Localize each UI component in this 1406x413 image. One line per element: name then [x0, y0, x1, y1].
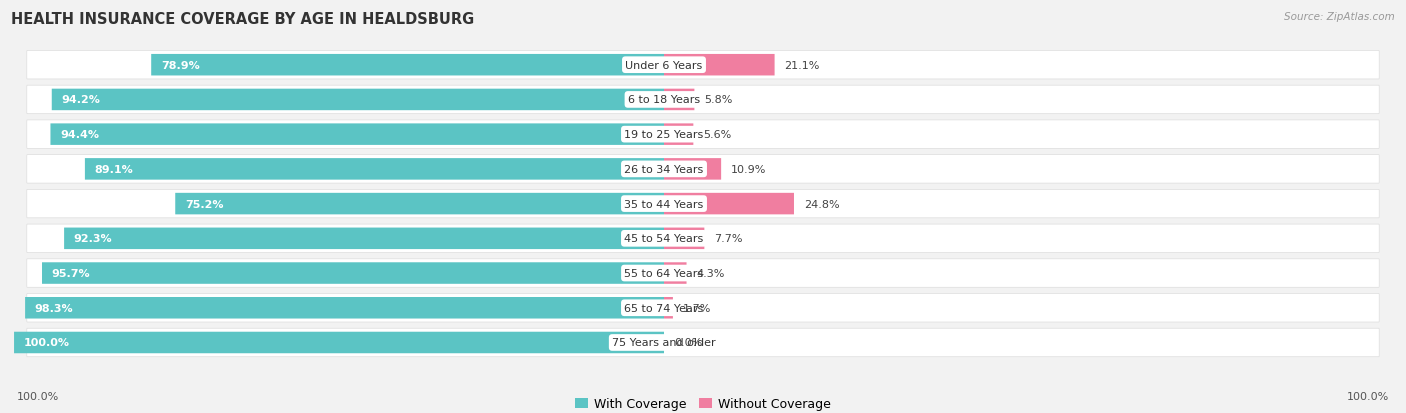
Text: 5.8%: 5.8% [704, 95, 733, 105]
FancyBboxPatch shape [52, 90, 664, 111]
Text: 6 to 18 Years: 6 to 18 Years [628, 95, 700, 105]
FancyBboxPatch shape [27, 259, 1379, 287]
FancyBboxPatch shape [664, 228, 704, 249]
FancyBboxPatch shape [176, 193, 664, 215]
Text: 5.6%: 5.6% [703, 130, 731, 140]
Text: 4.3%: 4.3% [696, 268, 724, 278]
Text: 0.0%: 0.0% [673, 338, 702, 348]
Text: Source: ZipAtlas.com: Source: ZipAtlas.com [1284, 12, 1395, 22]
FancyBboxPatch shape [664, 124, 693, 145]
FancyBboxPatch shape [664, 90, 695, 111]
Text: 1.7%: 1.7% [683, 303, 711, 313]
Text: 55 to 64 Years: 55 to 64 Years [624, 268, 703, 278]
Text: 100.0%: 100.0% [24, 338, 70, 348]
Legend: With Coverage, Without Coverage: With Coverage, Without Coverage [571, 392, 835, 413]
FancyBboxPatch shape [664, 193, 794, 215]
FancyBboxPatch shape [664, 55, 775, 76]
Text: 65 to 74 Years: 65 to 74 Years [624, 303, 703, 313]
FancyBboxPatch shape [27, 225, 1379, 253]
FancyBboxPatch shape [152, 55, 664, 76]
Text: 94.4%: 94.4% [60, 130, 100, 140]
Text: 7.7%: 7.7% [714, 234, 742, 244]
FancyBboxPatch shape [664, 297, 673, 319]
Text: 45 to 54 Years: 45 to 54 Years [624, 234, 703, 244]
FancyBboxPatch shape [27, 86, 1379, 114]
FancyBboxPatch shape [14, 332, 664, 354]
Text: 94.2%: 94.2% [62, 95, 100, 105]
Text: 100.0%: 100.0% [1347, 391, 1389, 401]
FancyBboxPatch shape [27, 121, 1379, 149]
Text: 98.3%: 98.3% [35, 303, 73, 313]
Text: 75 Years and older: 75 Years and older [612, 338, 716, 348]
FancyBboxPatch shape [27, 51, 1379, 80]
Text: 10.9%: 10.9% [731, 164, 766, 174]
FancyBboxPatch shape [65, 228, 664, 249]
FancyBboxPatch shape [25, 297, 664, 319]
FancyBboxPatch shape [42, 263, 664, 284]
FancyBboxPatch shape [27, 294, 1379, 322]
FancyBboxPatch shape [84, 159, 664, 180]
Text: 19 to 25 Years: 19 to 25 Years [624, 130, 703, 140]
Text: 75.2%: 75.2% [186, 199, 224, 209]
FancyBboxPatch shape [27, 328, 1379, 357]
Text: Under 6 Years: Under 6 Years [626, 61, 703, 71]
Text: 21.1%: 21.1% [785, 61, 820, 71]
FancyBboxPatch shape [664, 159, 721, 180]
Text: 35 to 44 Years: 35 to 44 Years [624, 199, 703, 209]
FancyBboxPatch shape [27, 155, 1379, 184]
FancyBboxPatch shape [27, 190, 1379, 218]
Text: 100.0%: 100.0% [17, 391, 59, 401]
Text: HEALTH INSURANCE COVERAGE BY AGE IN HEALDSBURG: HEALTH INSURANCE COVERAGE BY AGE IN HEAL… [11, 12, 474, 27]
Text: 78.9%: 78.9% [160, 61, 200, 71]
FancyBboxPatch shape [664, 263, 686, 284]
Text: 26 to 34 Years: 26 to 34 Years [624, 164, 703, 174]
FancyBboxPatch shape [51, 124, 664, 145]
Text: 95.7%: 95.7% [52, 268, 90, 278]
Text: 89.1%: 89.1% [94, 164, 134, 174]
Text: 92.3%: 92.3% [75, 234, 112, 244]
Text: 24.8%: 24.8% [804, 199, 839, 209]
